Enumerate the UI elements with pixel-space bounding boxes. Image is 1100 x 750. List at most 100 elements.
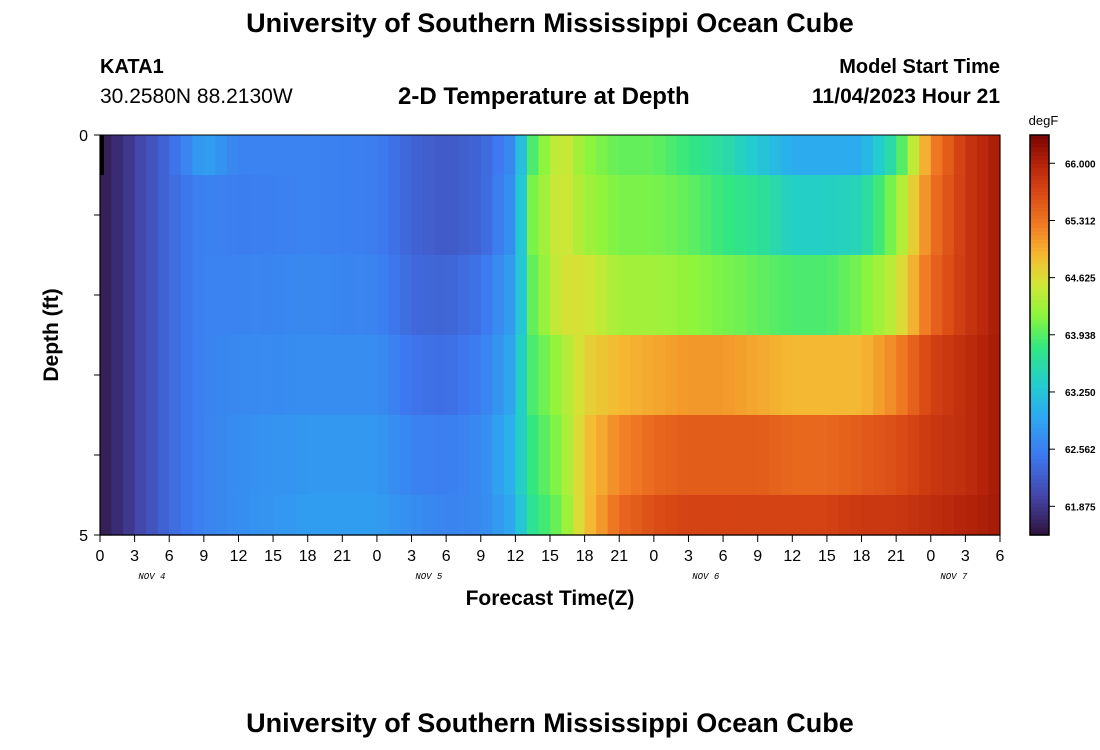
heatmap-cell xyxy=(988,495,1001,536)
heatmap-cell xyxy=(780,495,793,536)
heatmap-cell xyxy=(746,135,759,176)
y-axis: 05 xyxy=(79,128,101,545)
heatmap-cell xyxy=(319,495,332,536)
colorbar-swatch xyxy=(1030,287,1049,292)
y-axis-label: Depth (ft) xyxy=(40,288,63,381)
heatmap-cell xyxy=(653,255,666,336)
heatmap-cell xyxy=(307,415,320,496)
heatmap-cell xyxy=(757,495,770,536)
heatmap-cell xyxy=(538,335,551,416)
heatmap-cell xyxy=(157,135,170,176)
heatmap-cell xyxy=(988,335,1001,416)
heatmap-cell xyxy=(100,255,113,336)
heatmap-cell xyxy=(584,335,597,416)
heatmap-cell xyxy=(769,495,782,536)
heatmap-cell xyxy=(688,135,701,176)
heatmap-cell xyxy=(907,135,920,176)
colorbar-swatch xyxy=(1030,531,1049,536)
heatmap-cell xyxy=(250,175,263,256)
heatmap-cell xyxy=(688,175,701,256)
heatmap-cell xyxy=(342,135,355,176)
heatmap-cell xyxy=(665,335,678,416)
heatmap-cell xyxy=(273,255,286,336)
heatmap-cell xyxy=(792,335,805,416)
heatmap-cell xyxy=(815,335,828,416)
heatmap-cell xyxy=(573,175,586,256)
heatmap-cell xyxy=(942,415,955,496)
heatmap-cell xyxy=(573,335,586,416)
heatmap-cell xyxy=(584,255,597,336)
heatmap-cell xyxy=(550,335,563,416)
heatmap-cell xyxy=(273,175,286,256)
x-tick-label: 12 xyxy=(506,548,524,565)
heatmap-cell xyxy=(526,175,540,256)
colorbar-swatch xyxy=(1030,279,1049,284)
heatmap-cell xyxy=(711,135,724,176)
heatmap-cell xyxy=(400,175,413,256)
heatmap-cell xyxy=(330,135,343,176)
heatmap-cell xyxy=(965,495,978,536)
heatmap-cell xyxy=(838,175,851,256)
heatmap-cell xyxy=(596,135,609,176)
heatmap-cell xyxy=(976,335,990,416)
colorbar-swatch xyxy=(1030,455,1049,460)
colorbar-swatch xyxy=(1030,499,1049,504)
heatmap-cell xyxy=(215,415,228,496)
heatmap-cell xyxy=(711,255,724,336)
heatmap-cell xyxy=(446,495,459,536)
heatmap-cell xyxy=(850,255,863,336)
heatmap-cell xyxy=(261,175,274,256)
heatmap-cell xyxy=(780,415,793,496)
heatmap-cell xyxy=(457,335,470,416)
x-tick-label: 6 xyxy=(165,548,174,565)
heatmap-cell xyxy=(942,335,955,416)
heatmap-cell xyxy=(619,495,632,536)
colorbar-swatch xyxy=(1030,447,1049,452)
x-tick-label: 3 xyxy=(961,548,970,565)
heatmap-cell xyxy=(907,495,920,536)
colorbar-swatch xyxy=(1030,263,1049,268)
heatmap-cell xyxy=(411,175,424,256)
heatmap-cell xyxy=(180,135,193,176)
heatmap-cell xyxy=(353,175,366,256)
heatmap-cell xyxy=(976,135,990,176)
heatmap-cell xyxy=(469,415,482,496)
heatmap-cell xyxy=(446,255,459,336)
heatmap-cell xyxy=(850,415,863,496)
heatmap-cell xyxy=(123,175,136,256)
heatmap-cell xyxy=(157,255,170,336)
heatmap-cell xyxy=(492,255,505,336)
heatmap-cell xyxy=(307,335,320,416)
colorbar-swatch xyxy=(1030,519,1049,524)
heatmap-cell xyxy=(596,335,609,416)
heatmap-cell xyxy=(157,495,170,536)
heatmap-cell xyxy=(446,415,459,496)
colorbar-swatch xyxy=(1030,167,1049,172)
colorbar-swatch xyxy=(1030,199,1049,204)
colorbar-swatch xyxy=(1030,347,1049,352)
x-tick-label: 21 xyxy=(333,548,351,565)
heatmap-cell xyxy=(250,335,263,416)
heatmap-cell xyxy=(780,135,793,176)
heatmap-cell xyxy=(815,135,828,176)
heatmap-cell xyxy=(215,175,228,256)
heatmap-cell xyxy=(434,135,447,176)
colorbar-swatch xyxy=(1030,431,1049,436)
heatmap-cell xyxy=(700,135,713,176)
heatmap-cell xyxy=(526,135,540,176)
x-tick-label: 9 xyxy=(199,548,208,565)
heatmap-cell xyxy=(503,335,516,416)
heatmap-cell xyxy=(169,495,182,536)
heatmap-cell xyxy=(653,415,666,496)
heatmap-cell xyxy=(261,415,274,496)
heatmap-cell xyxy=(653,335,666,416)
heatmap-cell xyxy=(780,175,793,256)
heatmap-cell xyxy=(330,415,343,496)
x-tick-label: 3 xyxy=(684,548,693,565)
heatmap-cell xyxy=(157,175,170,256)
heatmap-cell xyxy=(942,255,955,336)
heatmap-cell xyxy=(665,175,678,256)
heatmap-cell xyxy=(123,135,136,176)
heatmap-cell xyxy=(365,495,378,536)
heatmap-cell xyxy=(457,135,470,176)
